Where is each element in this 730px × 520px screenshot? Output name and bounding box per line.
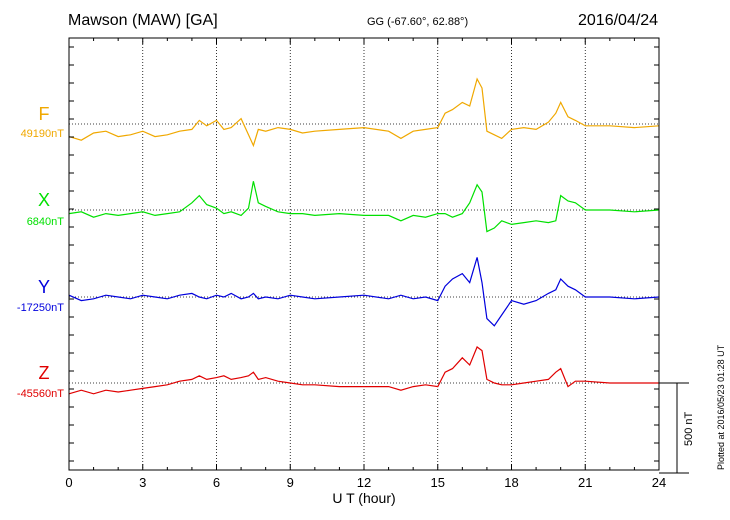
plotted-timestamp: Plotted at 2016/05/23 01:28 UT bbox=[716, 344, 726, 470]
scale-bar: 500 nT bbox=[659, 382, 695, 474]
date-label: 2016/04/24 bbox=[578, 12, 659, 29]
x-tick-label: 9 bbox=[287, 475, 294, 490]
x-tick-label: 18 bbox=[504, 475, 518, 490]
series-name-Z: Z bbox=[39, 363, 50, 383]
station-title: Mawson (MAW) [GA] bbox=[68, 12, 218, 29]
x-tick-label: 24 bbox=[652, 475, 666, 490]
grid-lines bbox=[69, 38, 659, 470]
axis-ticks bbox=[68, 38, 660, 470]
series-baseline-F: 49190nT bbox=[21, 128, 65, 140]
series-baseline-Z: -45560nT bbox=[17, 388, 64, 400]
x-tick-label: 21 bbox=[578, 475, 592, 490]
x-tick-label: 3 bbox=[139, 475, 146, 490]
series-baseline-Y: -17250nT bbox=[17, 302, 64, 314]
series-labels: F 49190nT X 6840nT Y -17250nT Z -45560nT bbox=[17, 104, 64, 400]
series-line-Y bbox=[68, 257, 660, 327]
geographic-coords: GG (-67.60°, 62.88°) bbox=[367, 16, 469, 28]
series-line-Z bbox=[68, 346, 659, 395]
x-axis-label: U T (hour) bbox=[332, 490, 395, 506]
data-traces bbox=[68, 77, 660, 395]
series-name-F: F bbox=[39, 104, 50, 124]
x-tick-label: 12 bbox=[357, 475, 371, 490]
x-tick-label: 6 bbox=[213, 475, 220, 490]
series-line-F bbox=[68, 77, 660, 148]
x-tick-labels: 0 3 6 9 12 15 18 21 24 bbox=[65, 475, 666, 490]
series-baseline-X: 6840nT bbox=[27, 216, 65, 228]
series-line-X bbox=[68, 181, 660, 233]
scale-bar-label: 500 nT bbox=[683, 411, 695, 446]
x-tick-label: 0 bbox=[65, 475, 72, 490]
x-tick-label: 15 bbox=[431, 475, 445, 490]
series-name-Y: Y bbox=[38, 277, 50, 297]
series-name-X: X bbox=[38, 190, 50, 210]
